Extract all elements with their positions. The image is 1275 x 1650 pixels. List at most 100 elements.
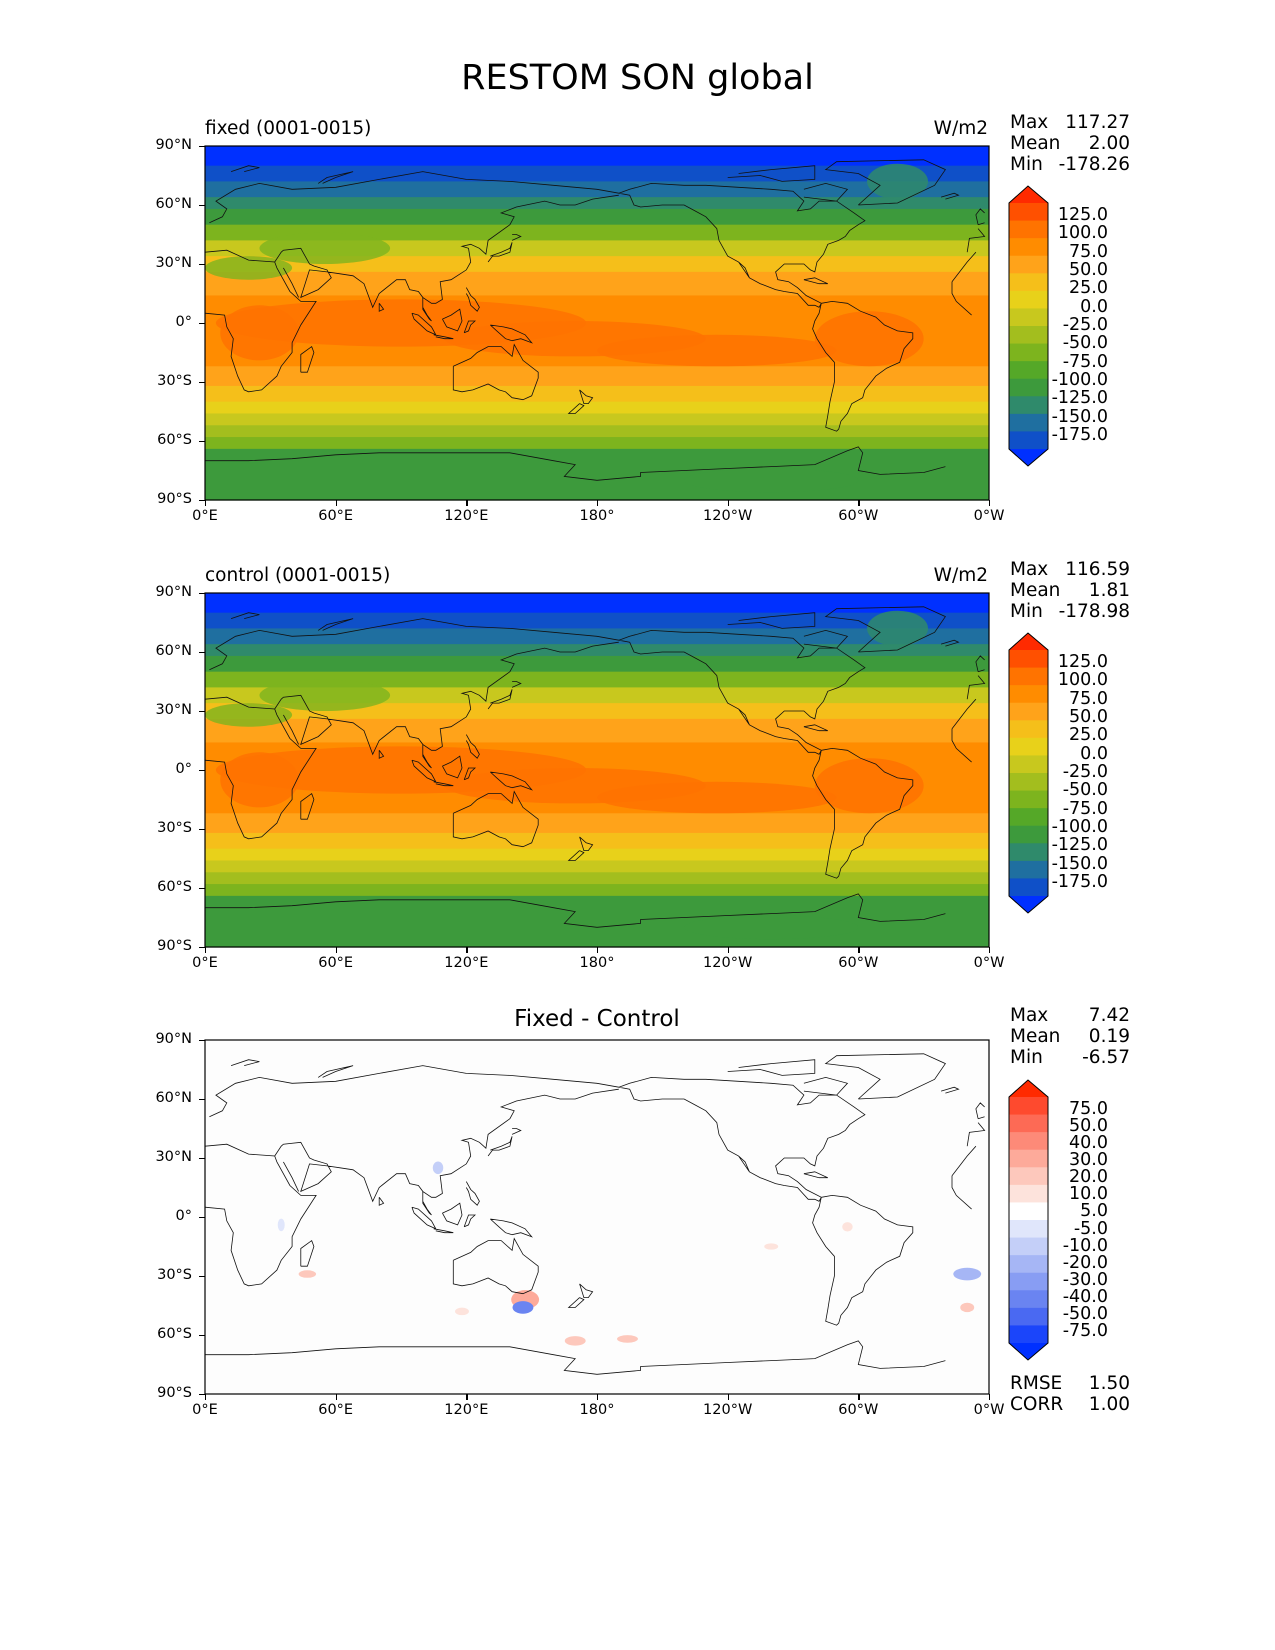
colorbar-control [1008, 632, 1049, 914]
colorbar-swatch [1009, 755, 1048, 774]
field-band [205, 671, 989, 688]
field-band [205, 813, 989, 834]
colorbar-swatch [1009, 255, 1048, 274]
lat-tick-mark [199, 441, 205, 443]
colorbar-swatch [1009, 720, 1048, 739]
colorbar-tick-label: 25.0 [1069, 725, 1108, 746]
lon-tick-label: 0°W [973, 508, 1005, 524]
field-band [205, 860, 989, 873]
lon-tick-mark [335, 947, 337, 953]
field-band [205, 224, 989, 241]
stat-rmse-label: RMSE [1010, 1373, 1063, 1394]
lon-tick-mark [858, 947, 860, 953]
field-band [205, 612, 989, 629]
colorbar-swatch [1009, 1290, 1048, 1309]
lon-tick-mark [335, 1394, 337, 1400]
colorbar-swatch [1009, 860, 1048, 879]
lon-tick-label: 120°W [703, 508, 753, 524]
stat-max-value: 116.59 [1065, 559, 1130, 580]
lon-tick-mark [335, 500, 337, 506]
lat-tick-mark [199, 323, 205, 325]
colorbar-tick-label: 125.0 [1057, 652, 1108, 672]
colorbar-tick-label: 20.0 [1069, 1167, 1108, 1188]
colorbar-swatch [1009, 1149, 1048, 1168]
colorbar-tick-label: -50.0 [1062, 1303, 1108, 1324]
lat-tick-mark [199, 1276, 205, 1278]
lon-tick-label: 0°E [192, 955, 218, 971]
lon-tick-mark [727, 1394, 729, 1400]
colorbar-swatch [1009, 1255, 1048, 1274]
colorbar-tick-label: 75.0 [1069, 241, 1108, 262]
lon-tick-mark [205, 500, 207, 506]
colorbar-swatch [1009, 203, 1048, 222]
stat-rmse-value: 1.50 [1088, 1373, 1130, 1394]
colorbar-tick-label: -50.0 [1062, 333, 1108, 354]
colorbar-swatch [1009, 1184, 1048, 1203]
lat-tick-label: 30°N [155, 255, 192, 271]
colorbar-tick-label: -175.0 [1051, 425, 1108, 445]
stat-min-value: -178.98 [1058, 601, 1130, 622]
stat-mean-value: 1.81 [1088, 580, 1130, 601]
lon-tick-mark [597, 1394, 599, 1400]
lon-tick-label: 180° [579, 508, 615, 524]
colorbar-extend-min [1009, 449, 1048, 466]
difference-contour-patch [960, 1302, 975, 1313]
lat-tick-label: 0° [175, 761, 192, 777]
lon-tick-label: 0°W [973, 1402, 1005, 1418]
colorbar-swatch [1009, 290, 1048, 309]
difference-contour-patch [432, 1161, 444, 1175]
lon-tick-mark [466, 947, 468, 953]
colorbar-tick-label: 10.0 [1069, 1184, 1108, 1205]
colorbar-extend-max [1009, 1080, 1048, 1097]
lat-tick-label: 90°S [157, 491, 192, 507]
lon-tick-mark [597, 500, 599, 506]
lat-tick-label: 0° [175, 314, 192, 330]
lat-tick-mark [199, 888, 205, 890]
lon-tick-label: 120°W [703, 955, 753, 971]
field-band [205, 593, 989, 614]
stat-min-label: Min [1010, 154, 1043, 175]
field-warm-pool [597, 334, 837, 367]
lat-tick-mark [199, 205, 205, 207]
lat-tick-mark [199, 1040, 205, 1042]
lon-tick-mark [466, 1394, 468, 1400]
stat-corr-value: 1.00 [1088, 1394, 1130, 1415]
figure-title: RESTOM SON global [461, 58, 814, 98]
lon-tick-mark [989, 500, 991, 506]
units-label: W/m2 [933, 565, 988, 586]
colorbar-swatch [1009, 273, 1048, 292]
colorbar-swatch [1009, 396, 1048, 415]
colorbar-extend-min [1009, 896, 1048, 913]
colorbar-tick-label: 75.0 [1069, 1099, 1108, 1119]
colorbar-tick-label: -125.0 [1051, 388, 1108, 409]
colorbar-swatch [1009, 1114, 1048, 1133]
lat-tick-label: 30°S [157, 373, 192, 389]
coastline [204, 159, 986, 481]
colorbar-tick-label: -75.0 [1062, 1321, 1108, 1341]
colorbar-tick-label: -75.0 [1062, 351, 1108, 372]
colorbar-tick-label: -75.0 [1062, 798, 1108, 819]
stat-min-value: -6.57 [1082, 1047, 1130, 1068]
colorbar-tick-label: -10.0 [1062, 1235, 1108, 1256]
field-band [205, 644, 989, 657]
stat-corr-label: CORR [1010, 1394, 1064, 1415]
colorbar-swatch [1009, 1272, 1048, 1291]
colorbar-tick-label: 50.0 [1069, 707, 1108, 727]
lon-tick-label: 0°E [192, 1402, 218, 1418]
field-band [205, 401, 989, 415]
map-panel-diff [204, 1039, 990, 1395]
lon-tick-label: 120°E [444, 508, 489, 524]
lat-tick-label: 30°N [155, 702, 192, 718]
lat-tick-label: 90°N [155, 137, 192, 153]
field-warm-pool [220, 752, 299, 808]
lon-tick-label: 120°E [444, 1402, 489, 1418]
field-land-patch [259, 679, 391, 711]
stat-min-label: Min [1010, 601, 1043, 622]
field-land-patch [684, 915, 859, 940]
colorbar-tick-label: -100.0 [1051, 370, 1108, 390]
colorbar-swatch [1009, 378, 1048, 397]
stat-min-label: Min [1010, 1047, 1043, 1068]
stat-mean-label: Mean [1010, 1026, 1061, 1047]
field-band [205, 240, 989, 257]
colorbar-swatch [1009, 343, 1048, 362]
